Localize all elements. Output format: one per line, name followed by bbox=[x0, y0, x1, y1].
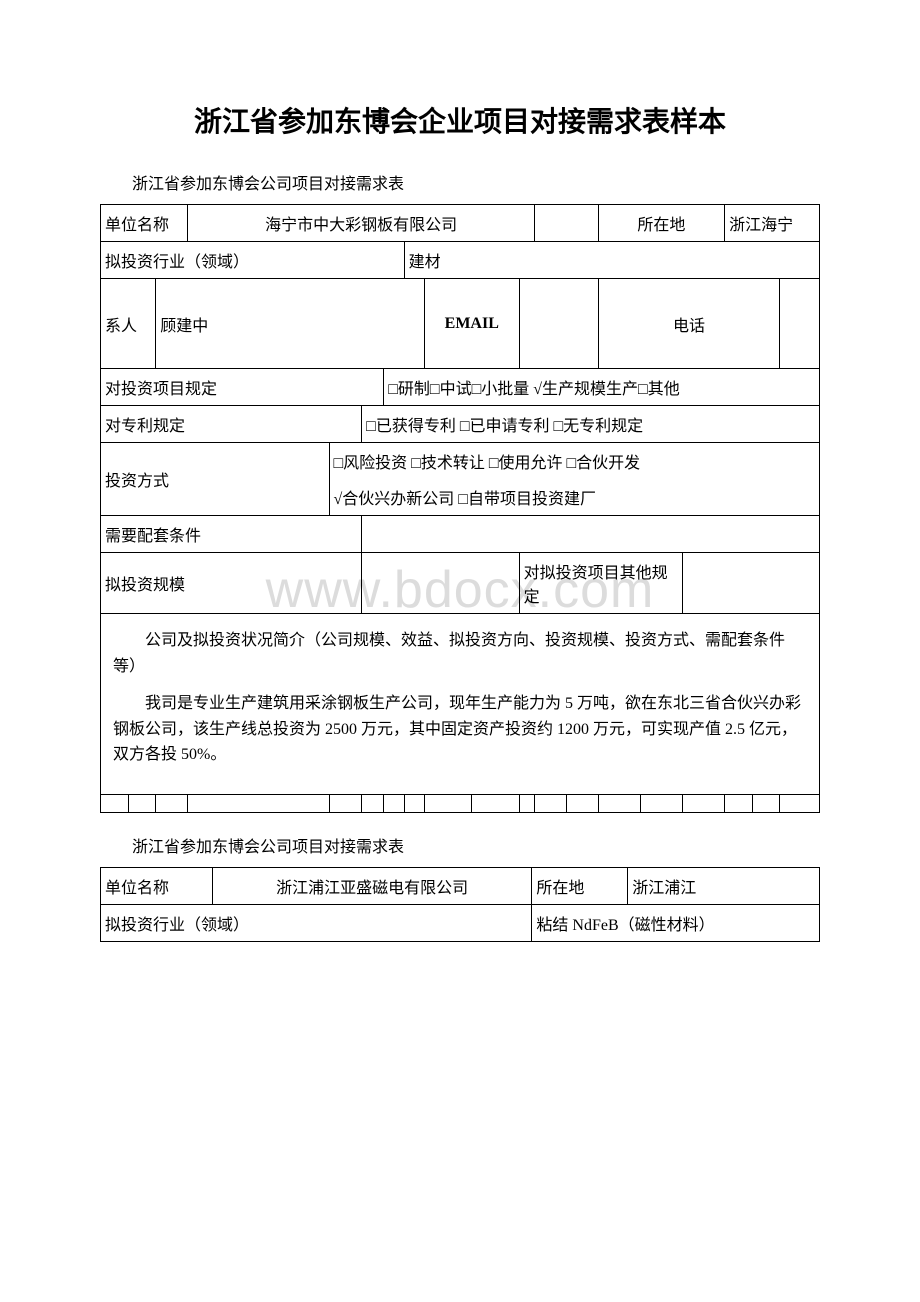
support-label: 需要配套条件 bbox=[101, 516, 362, 553]
empty-cell bbox=[598, 794, 640, 812]
document-content: 浙江省参加东博会企业项目对接需求表样本 浙江省参加东博会公司项目对接需求表 单位… bbox=[100, 100, 820, 942]
unit-value-2: 浙江浦江亚盛磁电有限公司 bbox=[212, 867, 532, 904]
page-title: 浙江省参加东博会企业项目对接需求表样本 bbox=[100, 100, 820, 140]
invest-mode-line1: □风险投资 □技术转让 □使用允许 □合伙开发 bbox=[329, 443, 820, 480]
invest-mode-label: 投资方式 bbox=[101, 443, 330, 516]
empty-cell bbox=[329, 794, 362, 812]
empty-cell bbox=[424, 794, 471, 812]
form-table-2: 单位名称 浙江浦江亚盛磁电有限公司 所在地 浙江浦江 拟投资行业（领域） 粘结 … bbox=[100, 867, 820, 942]
invest-mode-line2: √合伙兴办新公司 □自带项目投资建厂 bbox=[329, 479, 820, 516]
empty-cell bbox=[101, 794, 129, 812]
empty-cell bbox=[640, 794, 682, 812]
form-table-1: 单位名称 海宁市中大彩钢板有限公司 所在地 浙江海宁 拟投资行业（领域） 建材 … bbox=[100, 204, 820, 813]
empty-cell bbox=[752, 794, 780, 812]
desc-body: 我司是专业生产建筑用采涂钢板生产公司，现年生产能力为 5 万吨，欲在东北三省合伙… bbox=[113, 691, 807, 768]
scale-label: 拟投资规模 bbox=[101, 553, 362, 614]
spacer bbox=[535, 205, 598, 242]
location-value: 浙江海宁 bbox=[725, 205, 820, 242]
empty-cell bbox=[725, 794, 753, 812]
table1-subtitle: 浙江省参加东博会公司项目对接需求表 bbox=[100, 170, 820, 194]
contact-value: 顾建中 bbox=[156, 279, 425, 369]
location-label: 所在地 bbox=[598, 205, 724, 242]
other-req-label: 对拟投资项目其他规定 bbox=[519, 553, 682, 614]
empty-cell bbox=[519, 794, 535, 812]
scale-value bbox=[362, 553, 520, 614]
project-req-label: 对投资项目规定 bbox=[101, 369, 384, 406]
industry-label-2: 拟投资行业（领域） bbox=[101, 904, 532, 941]
empty-cell bbox=[128, 794, 156, 812]
empty-cell bbox=[535, 794, 567, 812]
empty-cell bbox=[472, 794, 519, 812]
description-block: 公司及拟投资状况简介（公司规模、效益、拟投资方向、投资规模、投资方式、需配套条件… bbox=[101, 614, 820, 795]
empty-cell bbox=[567, 794, 599, 812]
empty-cell bbox=[780, 794, 820, 812]
support-value bbox=[362, 516, 820, 553]
industry-label: 拟投资行业（领域） bbox=[101, 242, 405, 279]
unit-value: 海宁市中大彩钢板有限公司 bbox=[187, 205, 535, 242]
email-value bbox=[519, 279, 598, 369]
empty-cell bbox=[682, 794, 724, 812]
patent-req-label: 对专利规定 bbox=[101, 406, 362, 443]
empty-cell bbox=[156, 794, 188, 812]
empty-cell bbox=[187, 794, 329, 812]
empty-cell bbox=[384, 794, 404, 812]
location-value-2: 浙江浦江 bbox=[628, 867, 820, 904]
email-label: EMAIL bbox=[424, 279, 519, 369]
location-label-2: 所在地 bbox=[532, 867, 628, 904]
contact-label: 系人 bbox=[101, 279, 156, 369]
other-req-value bbox=[682, 553, 819, 614]
empty-cell bbox=[362, 794, 384, 812]
industry-value-2: 粘结 NdFeB（磁性材料） bbox=[532, 904, 820, 941]
unit-label: 单位名称 bbox=[101, 205, 188, 242]
patent-req-value: □已获得专利 □已申请专利 □无专利规定 bbox=[362, 406, 820, 443]
empty-cell bbox=[404, 794, 424, 812]
desc-heading: 公司及拟投资状况简介（公司规模、效益、拟投资方向、投资规模、投资方式、需配套条件… bbox=[113, 628, 807, 679]
phone-label: 电话 bbox=[598, 279, 780, 369]
project-req-value: □研制□中试□小批量 √生产规模生产□其他 bbox=[384, 369, 820, 406]
phone-value bbox=[780, 279, 820, 369]
industry-value: 建材 bbox=[404, 242, 819, 279]
unit-label-2: 单位名称 bbox=[101, 867, 213, 904]
table2-subtitle: 浙江省参加东博会公司项目对接需求表 bbox=[100, 833, 820, 857]
